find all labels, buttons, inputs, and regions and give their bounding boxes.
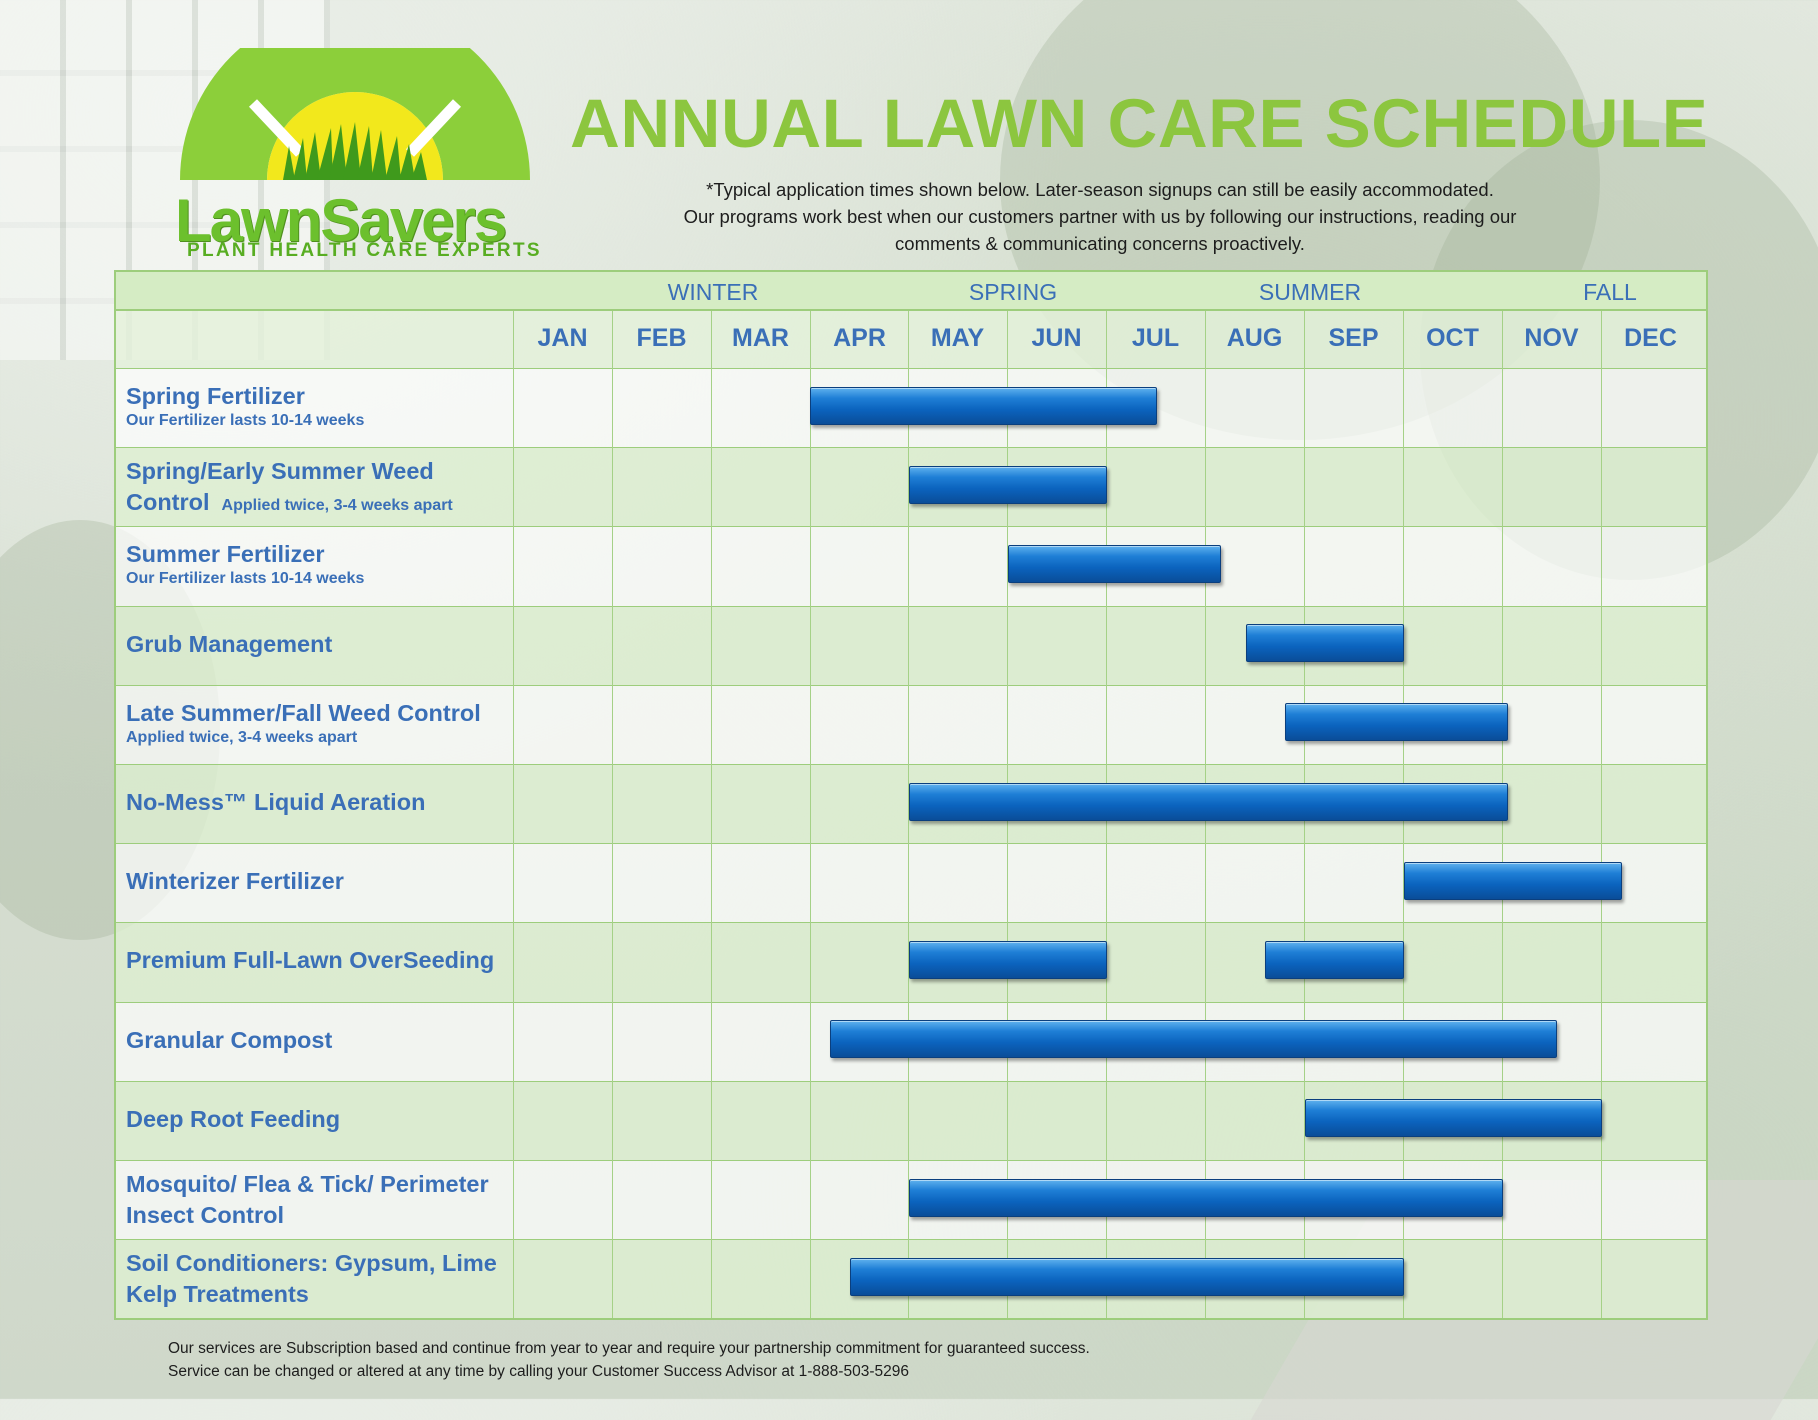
schedule-bar [1285, 703, 1508, 742]
task-name: Late Summer/Fall Weed Control [126, 699, 481, 726]
note-line: *Typical application times shown below. … [706, 179, 1494, 200]
footer-line: Service can be changed or altered at any… [168, 1363, 909, 1380]
table-row: Summer Fertilizer Our Fertilizer lasts 1… [114, 527, 1708, 607]
task-name: No-Mess™ Liquid Aeration [126, 789, 426, 815]
schedule-bar [1008, 545, 1221, 583]
month-feb: FEB [636, 324, 687, 352]
footer-note: Our services are Subscription based and … [168, 1337, 1090, 1383]
schedule-bar [1305, 1099, 1602, 1138]
task-name-continued: Insect Control [126, 1202, 284, 1228]
task-label: Late Summer/Fall Weed Control Applied tw… [126, 698, 516, 747]
schedule-bar [1404, 861, 1622, 900]
season-winter: WINTER [667, 279, 759, 305]
month-mar: MAR [732, 324, 789, 352]
task-name: Grub Management [126, 630, 333, 657]
table-row: Grub Management [114, 606, 1708, 686]
schedule-table: WINTER SPRING SUMMER FALL JAN FEB MAR AP… [114, 270, 1708, 1320]
month-jul: JUL [1131, 324, 1180, 352]
task-label: No-Mess™ Liquid Aeration [126, 787, 516, 818]
schedule-bar [1245, 624, 1404, 663]
schedule-bar [849, 1257, 1404, 1296]
month-aug: AUG [1226, 324, 1283, 352]
grass-icon [283, 122, 427, 180]
task-note: Applied twice, 3-4 weeks apart [126, 728, 358, 746]
schedule-bar [829, 1020, 1558, 1059]
season-summer: SUMMER [1258, 279, 1362, 305]
task-name-continued: Kelp Treatments [126, 1281, 309, 1308]
schedule-bar [1265, 941, 1404, 979]
task-name: Deep Root Feeding [126, 1105, 341, 1132]
table-row: Spring Fertilizer Our Fertilizer lasts 1… [114, 369, 1708, 449]
month-jan: JAN [537, 324, 588, 352]
task-label: Winterizer Fertilizer [126, 866, 516, 897]
task-label: Premium Full-Lawn OverSeeding [126, 945, 516, 976]
task-label: Deep Root Feeding [126, 1104, 516, 1135]
season-spring: SPRING [968, 279, 1058, 305]
task-name: Summer Fertilizer [126, 541, 325, 568]
task-note: Our Fertilizer lasts 10-14 weeks [126, 570, 365, 588]
note-line: Our programs work best when our customer… [683, 206, 1517, 227]
month-oct: OCT [1426, 324, 1479, 352]
grid-line [1601, 311, 1602, 1320]
task-name: Spring/Early Summer Weed [126, 458, 434, 485]
logo-sun-emblem [180, 5, 530, 180]
task-label: Mosquito/ Flea & Tick/ Perimeter Insect … [126, 1169, 516, 1231]
month-jun: JUN [1031, 324, 1082, 352]
month-nov: NOV [1524, 324, 1579, 352]
schedule-bar [909, 941, 1107, 979]
task-label: Summer Fertilizer Our Fertilizer lasts 1… [126, 539, 516, 588]
footer-line: Our services are Subscription based and … [168, 1340, 1090, 1357]
task-label: Granular Compost [126, 1025, 516, 1056]
task-label: Soil Conditioners: Gypsum, Lime Kelp Tre… [126, 1248, 516, 1310]
logo-wordmark: LawnSavers [175, 187, 507, 254]
month-apr: APR [833, 324, 886, 352]
grid-line [513, 311, 514, 1320]
brand-logo: LawnSavers PLANT HEALTH CARE EXPERTS [175, 5, 540, 263]
month-header-row: JAN FEB MAR APR MAY JUN JUL AUG SEP OCT … [114, 311, 1708, 369]
grid-line [612, 311, 613, 1320]
task-name: Granular Compost [126, 1026, 333, 1053]
task-label: Spring Fertilizer Our Fertilizer lasts 1… [126, 381, 516, 430]
task-name: Spring Fertilizer [126, 383, 305, 409]
task-name: Mosquito/ Flea & Tick/ Perimeter [126, 1171, 489, 1197]
task-label: Spring/Early Summer Weed Control Applied … [126, 456, 516, 521]
schedule-bar [810, 386, 1157, 425]
grid-line [711, 311, 712, 1320]
task-name-continued: Control [126, 489, 210, 516]
task-name: Winterizer Fertilizer [126, 868, 344, 895]
logo-tagline: PLANT HEALTH CARE EXPERTS [187, 240, 542, 261]
schedule-bars [114, 369, 1708, 1320]
grid-line [810, 311, 811, 1320]
task-name: Soil Conditioners: Gypsum, Lime [126, 1250, 497, 1277]
task-label: Grub Management [126, 629, 516, 660]
month-sep: SEP [1328, 324, 1379, 352]
schedule-bar [909, 465, 1107, 504]
task-name: Premium Full-Lawn OverSeeding [126, 947, 495, 974]
season-fall: FALL [1583, 279, 1637, 305]
schedule-note: *Typical application times shown below. … [630, 176, 1570, 257]
schedule-bar [909, 1178, 1503, 1217]
month-dec: DEC [1624, 324, 1677, 352]
task-note: Our Fertilizer lasts 10-14 weeks [126, 412, 365, 429]
note-line: comments & communicating concerns proact… [895, 233, 1305, 254]
season-header-row: WINTER SPRING SUMMER FALL [114, 270, 1708, 311]
page-title: ANNUAL LAWN CARE SCHEDULE [570, 85, 1709, 162]
grid-line [908, 311, 909, 1320]
task-note: Applied twice, 3-4 weeks apart [221, 497, 453, 515]
schedule-bar [909, 782, 1508, 821]
schedule-grid: Spring Fertilizer Our Fertilizer lasts 1… [114, 369, 1708, 1320]
month-may: MAY [930, 324, 985, 352]
